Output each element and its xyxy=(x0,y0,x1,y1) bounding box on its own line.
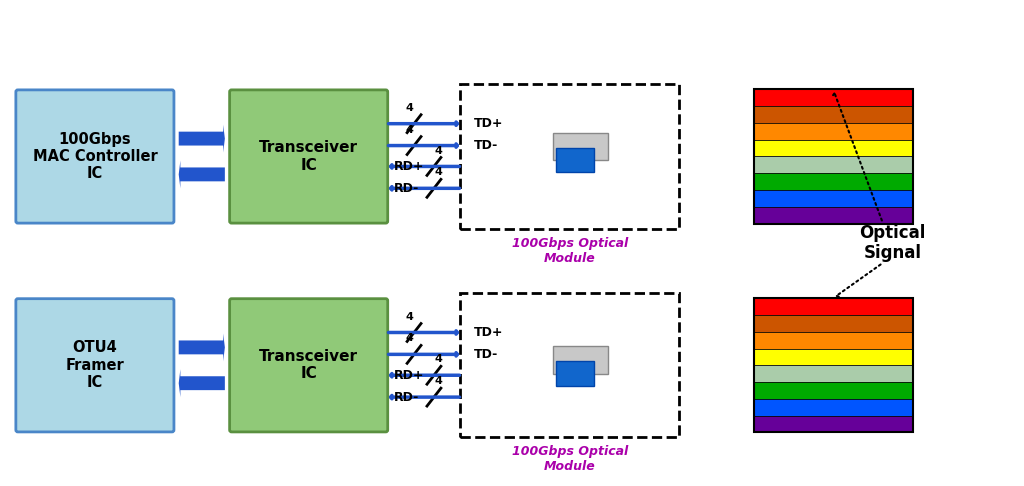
Text: Transceiver
IC: Transceiver IC xyxy=(259,349,358,382)
Bar xyxy=(754,139,912,156)
Text: 4: 4 xyxy=(406,333,413,344)
FancyBboxPatch shape xyxy=(229,90,388,223)
Bar xyxy=(754,365,912,382)
Bar xyxy=(754,399,912,416)
Bar xyxy=(553,133,608,160)
Text: TD-: TD- xyxy=(474,139,499,152)
FancyBboxPatch shape xyxy=(15,299,174,432)
Text: 4: 4 xyxy=(435,167,442,177)
Bar xyxy=(754,348,912,365)
Bar xyxy=(754,298,912,433)
Text: 4: 4 xyxy=(406,312,413,322)
Text: 100Gbps
MAC Controller
IC: 100Gbps MAC Controller IC xyxy=(33,132,158,181)
Text: 4: 4 xyxy=(435,376,442,386)
Text: 4: 4 xyxy=(435,354,442,364)
Text: TD+: TD+ xyxy=(474,326,504,339)
Text: RD+: RD+ xyxy=(393,160,424,173)
Bar xyxy=(754,89,912,106)
Bar xyxy=(754,123,912,139)
Bar xyxy=(754,332,912,348)
Text: TD-: TD- xyxy=(474,348,499,361)
Bar xyxy=(556,148,594,172)
Text: RD-: RD- xyxy=(393,182,419,195)
Bar xyxy=(556,361,594,386)
FancyBboxPatch shape xyxy=(15,90,174,223)
Bar xyxy=(754,174,912,190)
Text: Transceiver
IC: Transceiver IC xyxy=(259,140,358,173)
Text: 4: 4 xyxy=(406,124,413,135)
Bar xyxy=(553,347,608,374)
Text: Optical
Signal: Optical Signal xyxy=(859,224,926,262)
Bar xyxy=(754,156,912,174)
Bar xyxy=(461,85,679,228)
Text: 4: 4 xyxy=(406,103,413,113)
Bar xyxy=(461,293,679,437)
Text: 4: 4 xyxy=(435,145,442,156)
Text: TD+: TD+ xyxy=(474,117,504,130)
Bar xyxy=(754,106,912,123)
Bar xyxy=(754,416,912,433)
Bar xyxy=(754,315,912,332)
Bar xyxy=(754,89,912,224)
Bar xyxy=(754,207,912,224)
Bar xyxy=(754,382,912,399)
Text: 100Gbps Optical
Module: 100Gbps Optical Module xyxy=(512,445,628,473)
Bar xyxy=(754,190,912,207)
Text: 100Gbps Optical
Module: 100Gbps Optical Module xyxy=(512,237,628,264)
Bar xyxy=(754,298,912,315)
Text: RD-: RD- xyxy=(393,391,419,403)
Text: RD+: RD+ xyxy=(393,369,424,382)
Text: OTU4
Framer
IC: OTU4 Framer IC xyxy=(66,340,124,390)
FancyBboxPatch shape xyxy=(229,299,388,432)
